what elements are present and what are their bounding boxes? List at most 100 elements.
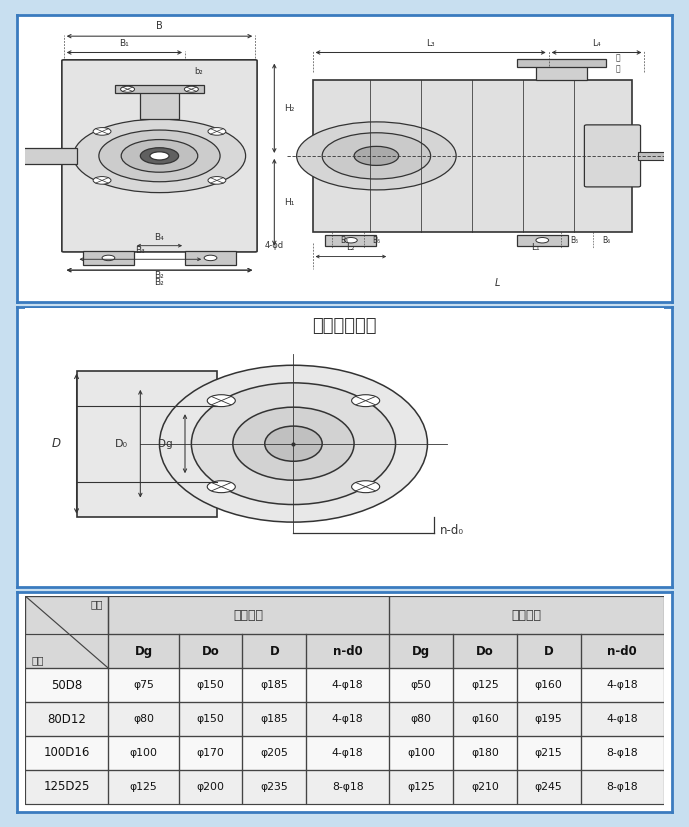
Bar (178, 634, 243, 668)
Bar (517, 702, 581, 736)
Bar (108, 736, 178, 770)
Text: B₂: B₂ (154, 279, 165, 287)
Bar (306, 668, 389, 702)
Circle shape (207, 394, 236, 407)
Text: B₅: B₅ (372, 236, 380, 245)
Text: L₁: L₁ (532, 243, 540, 252)
Text: 4-φ18: 4-φ18 (606, 714, 638, 724)
Text: Dg: Dg (158, 438, 172, 449)
Bar (178, 736, 243, 770)
Text: φ180: φ180 (471, 748, 499, 758)
Bar (453, 702, 517, 736)
Bar (25, 596, 108, 668)
Circle shape (208, 177, 226, 184)
Text: n-d0: n-d0 (333, 645, 362, 657)
Text: φ200: φ200 (196, 782, 225, 791)
Circle shape (351, 394, 380, 407)
Text: φ235: φ235 (260, 782, 288, 791)
Bar (243, 736, 306, 770)
Bar (389, 668, 453, 702)
Text: 4-φ18: 4-φ18 (332, 714, 364, 724)
Bar (25, 596, 108, 634)
Bar (581, 668, 664, 702)
Circle shape (204, 256, 217, 261)
Circle shape (536, 237, 548, 243)
Bar (389, 770, 453, 804)
Text: φ195: φ195 (535, 714, 562, 724)
Text: φ100: φ100 (407, 748, 435, 758)
Ellipse shape (265, 426, 322, 461)
Bar (108, 702, 178, 736)
Text: φ100: φ100 (130, 748, 158, 758)
Circle shape (141, 148, 178, 164)
Bar (453, 736, 517, 770)
Circle shape (121, 86, 134, 93)
Bar (453, 634, 517, 668)
Circle shape (93, 127, 111, 135)
Bar (517, 770, 581, 804)
Bar (6, 148, 76, 164)
Bar (178, 770, 243, 804)
Text: n-d0: n-d0 (607, 645, 637, 657)
Text: b₂: b₂ (194, 67, 203, 76)
Bar (115, 85, 204, 93)
Circle shape (102, 256, 115, 261)
Text: n-d₀: n-d₀ (440, 523, 464, 537)
Bar (243, 702, 306, 736)
FancyBboxPatch shape (584, 125, 641, 187)
Circle shape (351, 480, 380, 493)
Bar (517, 736, 581, 770)
Text: 吐出法兰: 吐出法兰 (511, 609, 542, 622)
Bar (306, 634, 389, 668)
Text: φ210: φ210 (471, 782, 499, 791)
Text: 出
水: 出 水 (616, 54, 620, 73)
Text: φ185: φ185 (260, 680, 288, 691)
Bar (306, 736, 389, 770)
Text: φ50: φ50 (411, 680, 431, 691)
Bar (581, 736, 664, 770)
Text: φ160: φ160 (471, 714, 499, 724)
Text: φ160: φ160 (535, 680, 563, 691)
Text: 尺寸: 尺寸 (32, 655, 44, 665)
Text: φ75: φ75 (133, 680, 154, 691)
Text: L: L (495, 279, 500, 289)
Bar (389, 702, 453, 736)
Bar (536, 66, 587, 79)
Ellipse shape (159, 366, 427, 522)
Text: 80D12: 80D12 (48, 713, 86, 725)
Bar (389, 736, 453, 770)
Bar (108, 668, 178, 702)
Text: 吸入吐出法兰: 吸入吐出法兰 (312, 317, 377, 335)
Bar (581, 634, 664, 668)
Text: B₅: B₅ (570, 236, 578, 245)
Bar (243, 634, 306, 668)
Text: φ150: φ150 (196, 714, 225, 724)
Bar (25, 668, 108, 702)
Bar (185, 251, 236, 265)
Text: D: D (269, 645, 279, 657)
Bar (517, 60, 606, 68)
Bar (453, 770, 517, 804)
Text: D₀: D₀ (114, 438, 127, 449)
Text: 吸入法兰: 吸入法兰 (234, 609, 264, 622)
Text: Do: Do (202, 645, 219, 657)
Text: φ80: φ80 (133, 714, 154, 724)
Circle shape (93, 177, 111, 184)
Bar (25, 736, 108, 770)
Text: B₃: B₃ (136, 246, 145, 256)
Bar (178, 668, 243, 702)
Circle shape (121, 140, 198, 172)
Bar (108, 634, 178, 668)
Circle shape (208, 127, 226, 135)
Text: 8-φ18: 8-φ18 (606, 748, 638, 758)
Text: φ80: φ80 (411, 714, 431, 724)
Circle shape (354, 146, 399, 165)
Bar (108, 770, 178, 804)
Text: φ150: φ150 (196, 680, 225, 691)
Bar (25, 770, 108, 804)
Bar (313, 79, 632, 232)
Text: 8-φ18: 8-φ18 (606, 782, 638, 791)
Circle shape (297, 122, 456, 190)
Bar (306, 770, 389, 804)
Text: φ185: φ185 (260, 714, 288, 724)
